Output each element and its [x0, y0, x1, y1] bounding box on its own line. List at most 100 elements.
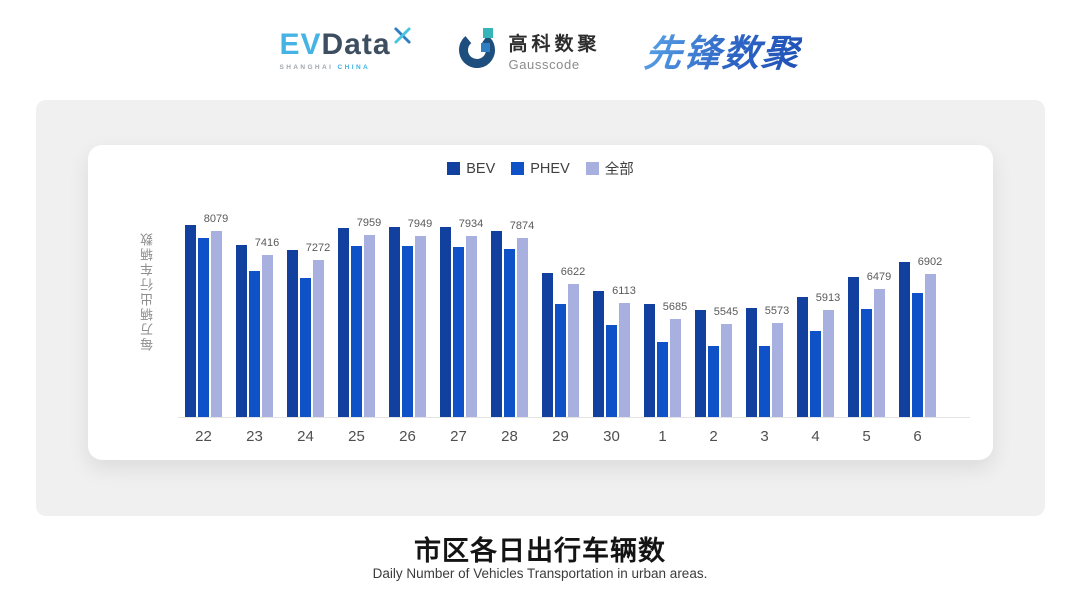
x-tick-day-3: 3	[760, 428, 769, 445]
bar-group-day-26: 7949 26	[389, 198, 432, 445]
value-label-day-26: 7949	[407, 218, 433, 230]
value-label-day-28: 7874	[509, 220, 535, 232]
evdata-ev-text: EV	[279, 27, 322, 61]
bar-phev-day-28	[504, 249, 515, 417]
bar-phev-day-4	[810, 331, 821, 417]
bar-group-day-2: 5545 2	[695, 198, 738, 445]
bar-group-day-25: 7959 25	[338, 198, 381, 445]
bar-all-day-23	[262, 255, 273, 417]
x-tick-day-4: 4	[811, 428, 820, 445]
bar-phev-day-27	[453, 247, 464, 417]
gausscode-text: 高科数聚 Gausscode	[509, 29, 601, 72]
bar-all-day-5	[874, 289, 885, 417]
value-label-day-23: 7416	[254, 237, 280, 249]
bar-all-day-24	[313, 260, 324, 417]
legend-item-all: 全部	[585, 158, 634, 179]
bar-all-day-6	[925, 274, 936, 417]
legend-label-phev: PHEV	[530, 160, 570, 177]
x-tick-day-27: 27	[450, 428, 467, 445]
evdata-data-text: Data	[321, 27, 391, 61]
bar-bev-day-27	[440, 227, 451, 417]
bar-phev-day-26	[402, 246, 413, 417]
plot-area: 8079 22 7416 23 7272 24 7959 25 7949 26 7934 27 7874…	[178, 198, 970, 445]
bar-group-day-27: 7934 27	[440, 198, 483, 445]
value-label-day-4: 5913	[815, 292, 841, 304]
bar-phev-day-3	[759, 346, 770, 417]
x-tick-day-22: 22	[195, 428, 212, 445]
gray-panel: BEV PHEV 全部 每万辆出行车辆数 8079 22 7416 23 7272 24 7…	[36, 100, 1045, 516]
evdata-subtext: SHANGHAI CHINA	[279, 64, 411, 71]
bar-group-day-22: 8079 22	[185, 198, 228, 445]
bar-bev-day-4	[797, 297, 808, 417]
legend-item-bev: BEV	[447, 161, 495, 177]
bar-bev-day-1	[644, 304, 655, 417]
bar-group-day-3: 5573 3	[746, 198, 789, 445]
x-tick-day-5: 5	[862, 428, 871, 445]
bar-bev-day-2	[695, 310, 706, 417]
gausscode-cn-text: 高科数聚	[508, 33, 601, 55]
page-title: 市区各日出行车辆数	[414, 536, 666, 566]
bar-group-day-29: 6622 29	[542, 198, 585, 445]
legend-swatch-bev	[447, 162, 461, 175]
value-label-day-3: 5573	[764, 305, 790, 317]
bar-all-day-3	[772, 323, 783, 417]
value-label-day-5: 6479	[866, 271, 892, 283]
bar-phev-day-2	[708, 346, 719, 417]
x-tick-day-24: 24	[297, 428, 314, 445]
bar-phev-day-29	[555, 304, 566, 417]
legend-item-phev: PHEV	[511, 161, 570, 177]
bar-all-day-29	[568, 284, 579, 417]
value-label-day-2: 5545	[713, 306, 739, 318]
sparkle-x-icon	[393, 26, 412, 49]
x-tick-day-29: 29	[552, 428, 569, 445]
legend-swatch-phev	[511, 162, 525, 175]
gausscode-g-icon	[456, 25, 500, 76]
bar-bev-day-22	[185, 225, 196, 417]
bar-phev-day-30	[606, 325, 617, 417]
legend-swatch-all	[585, 162, 599, 175]
x-tick-day-28: 28	[501, 428, 518, 445]
gausscode-en-text: Gausscode	[508, 56, 580, 72]
x-tick-day-2: 2	[709, 428, 718, 445]
bar-group-day-28: 7874 28	[491, 198, 534, 445]
bar-bev-day-28	[491, 231, 502, 417]
value-label-day-24: 7272	[305, 242, 331, 254]
bar-phev-day-23	[249, 271, 260, 417]
bar-all-day-25	[364, 235, 375, 417]
bar-group-day-23: 7416 23	[236, 198, 279, 445]
bar-group-day-6: 6902 6	[899, 198, 942, 445]
bar-phev-day-22	[198, 238, 209, 417]
evdata-wordmark: EV Data	[279, 26, 411, 61]
value-label-day-30: 6113	[612, 285, 636, 297]
bar-all-day-22	[211, 231, 222, 417]
bar-bev-day-23	[236, 245, 247, 417]
bar-group-day-24: 7272 24	[287, 198, 330, 445]
header-logos: EV Data SHANGHAI CHINA 高科数聚 Gausscode	[0, 16, 1080, 84]
bar-bev-day-30	[593, 291, 604, 417]
bar-all-day-4	[823, 310, 834, 417]
bar-bev-day-5	[848, 277, 859, 417]
bar-phev-day-5	[861, 309, 872, 417]
value-label-day-29: 6622	[560, 266, 586, 278]
value-label-day-25: 7959	[356, 217, 382, 229]
evdata-logo: EV Data SHANGHAI CHINA	[279, 26, 411, 71]
evdata-sub-china: CHINA	[337, 63, 371, 71]
evdata-sub-shanghai: SHANGHAI	[279, 63, 334, 71]
bar-bev-day-29	[542, 273, 553, 417]
bar-bev-day-25	[338, 228, 349, 417]
legend-label-all: 全部	[604, 162, 634, 178]
chart-card: BEV PHEV 全部 每万辆出行车辆数 8079 22 7416 23 7272 24 7…	[88, 145, 993, 460]
bar-bev-day-24	[287, 250, 298, 417]
bar-bev-day-3	[746, 308, 757, 417]
x-tick-day-30: 30	[603, 428, 620, 445]
chart-legend: BEV PHEV 全部	[88, 158, 993, 179]
bar-group-day-5: 6479 5	[848, 198, 891, 445]
bar-all-day-30	[619, 303, 630, 417]
bar-all-day-2	[721, 324, 732, 417]
x-tick-day-23: 23	[246, 428, 263, 445]
bar-group-day-30: 6113 30	[593, 198, 636, 445]
bar-group-day-4: 5913 4	[797, 198, 840, 445]
bar-all-day-28	[517, 238, 528, 417]
gausscode-logo: 高科数聚 Gausscode	[456, 25, 601, 76]
x-tick-day-25: 25	[348, 428, 365, 445]
